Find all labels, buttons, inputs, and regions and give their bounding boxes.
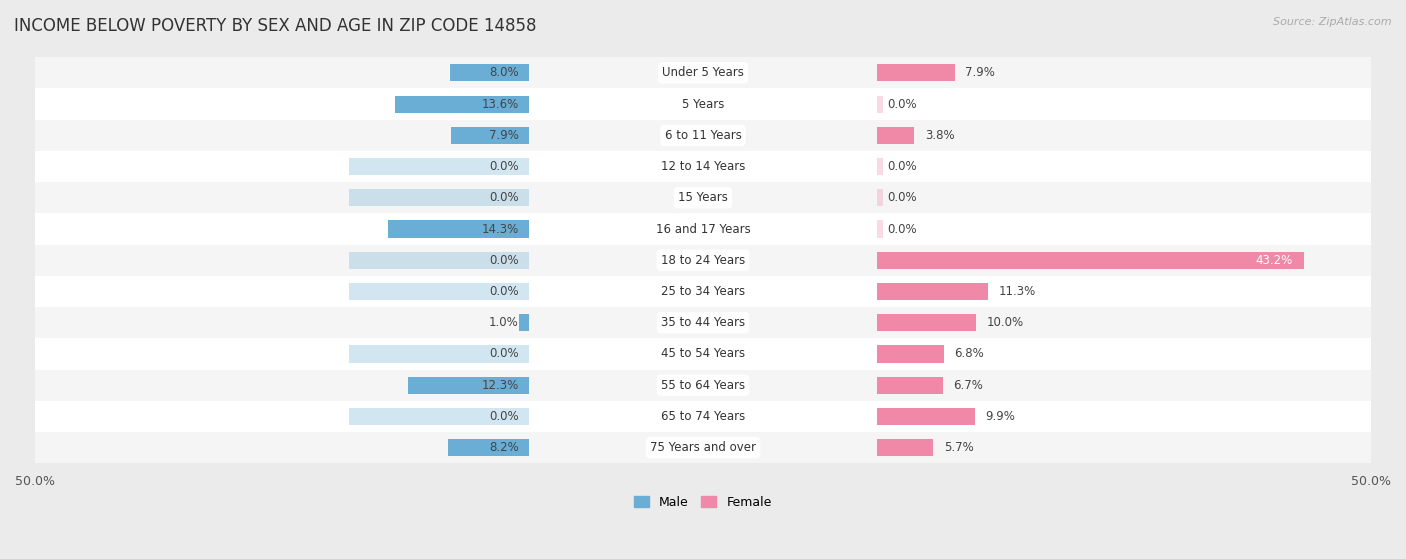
Bar (877, 158, 883, 175)
Text: 7.9%: 7.9% (489, 129, 519, 142)
Text: 6.8%: 6.8% (955, 348, 984, 361)
Bar (877, 314, 976, 331)
Bar (395, 96, 529, 113)
Bar (349, 158, 529, 175)
Text: 18 to 24 Years: 18 to 24 Years (661, 254, 745, 267)
Text: 3.8%: 3.8% (925, 129, 955, 142)
Bar (349, 252, 529, 269)
Bar (349, 345, 529, 362)
Bar (388, 220, 529, 238)
Bar (519, 314, 529, 331)
Bar (877, 345, 943, 362)
Bar (451, 127, 529, 144)
Text: 25 to 34 Years: 25 to 34 Years (661, 285, 745, 298)
Bar (877, 189, 883, 206)
Bar (877, 283, 988, 300)
Bar (408, 377, 529, 394)
Bar (35, 88, 1371, 120)
Bar (349, 283, 529, 300)
Bar (450, 64, 529, 82)
Text: 15 Years: 15 Years (678, 191, 728, 204)
Bar (877, 64, 955, 82)
Text: 65 to 74 Years: 65 to 74 Years (661, 410, 745, 423)
Text: 43.2%: 43.2% (1256, 254, 1294, 267)
Text: 16 and 17 Years: 16 and 17 Years (655, 222, 751, 235)
Bar (35, 307, 1371, 338)
Bar (877, 127, 914, 144)
Bar (35, 214, 1371, 245)
Text: 10.0%: 10.0% (986, 316, 1024, 329)
Text: 0.0%: 0.0% (489, 191, 519, 204)
Text: 45 to 54 Years: 45 to 54 Years (661, 348, 745, 361)
Bar (449, 439, 529, 456)
Text: 0.0%: 0.0% (489, 348, 519, 361)
Bar (877, 377, 943, 394)
Text: 55 to 64 Years: 55 to 64 Years (661, 378, 745, 392)
Text: 0.0%: 0.0% (489, 254, 519, 267)
Text: 12.3%: 12.3% (481, 378, 519, 392)
Text: 0.0%: 0.0% (887, 191, 917, 204)
Text: 12 to 14 Years: 12 to 14 Years (661, 160, 745, 173)
Text: 8.2%: 8.2% (489, 441, 519, 454)
Text: 11.3%: 11.3% (1000, 285, 1036, 298)
Text: 35 to 44 Years: 35 to 44 Years (661, 316, 745, 329)
Bar (349, 189, 529, 206)
Text: 0.0%: 0.0% (887, 222, 917, 235)
Bar (35, 120, 1371, 151)
Text: 13.6%: 13.6% (481, 98, 519, 111)
Text: INCOME BELOW POVERTY BY SEX AND AGE IN ZIP CODE 14858: INCOME BELOW POVERTY BY SEX AND AGE IN Z… (14, 17, 537, 35)
Bar (35, 338, 1371, 369)
Bar (35, 401, 1371, 432)
Bar (877, 220, 883, 238)
Bar (35, 276, 1371, 307)
Bar (35, 151, 1371, 182)
Text: 0.0%: 0.0% (887, 160, 917, 173)
Text: Under 5 Years: Under 5 Years (662, 67, 744, 79)
Bar (35, 57, 1371, 88)
Bar (35, 182, 1371, 214)
Text: 5.7%: 5.7% (943, 441, 973, 454)
Bar (35, 432, 1371, 463)
Text: 9.9%: 9.9% (986, 410, 1015, 423)
Text: 7.9%: 7.9% (966, 67, 995, 79)
Text: 14.3%: 14.3% (481, 222, 519, 235)
Bar (877, 439, 934, 456)
Text: 0.0%: 0.0% (887, 98, 917, 111)
Text: 0.0%: 0.0% (489, 410, 519, 423)
Text: 0.0%: 0.0% (489, 160, 519, 173)
Bar (877, 252, 1303, 269)
Text: 6 to 11 Years: 6 to 11 Years (665, 129, 741, 142)
Bar (35, 245, 1371, 276)
Bar (349, 408, 529, 425)
Bar (877, 408, 974, 425)
Text: 75 Years and over: 75 Years and over (650, 441, 756, 454)
Bar (35, 369, 1371, 401)
Text: 5 Years: 5 Years (682, 98, 724, 111)
Text: 1.0%: 1.0% (489, 316, 519, 329)
Text: 0.0%: 0.0% (489, 285, 519, 298)
Text: Source: ZipAtlas.com: Source: ZipAtlas.com (1274, 17, 1392, 27)
Text: 6.7%: 6.7% (953, 378, 983, 392)
Bar (877, 96, 883, 113)
Text: 8.0%: 8.0% (489, 67, 519, 79)
Legend: Male, Female: Male, Female (630, 491, 776, 514)
